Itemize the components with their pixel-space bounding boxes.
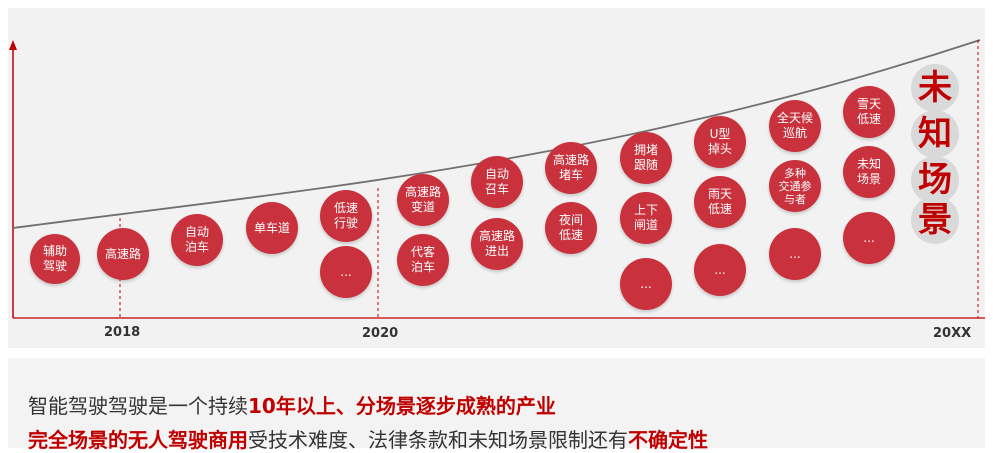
summary-panel xyxy=(8,358,985,448)
summary-line-1: 智能驾驶驾驶是一个持续10年以上、分场景逐步成熟的产业 xyxy=(28,390,556,419)
bubble-valet-parking: 代客 泊车 xyxy=(397,234,449,286)
y-axis-arrow xyxy=(9,40,17,50)
bubble-night-low-speed: 夜间 低速 xyxy=(545,202,597,254)
growth-curve xyxy=(12,39,981,229)
bubble-multi-traffic-participants: 多种 交通参 与者 xyxy=(769,160,821,212)
year-label-2020: 2020 xyxy=(362,326,399,341)
summary-line-1-highlight: 10年以上、分场景逐步成熟的产业 xyxy=(248,394,556,418)
year-label-2018: 2018 xyxy=(104,325,141,340)
bubble-u-turn: U型 掉头 xyxy=(694,116,746,168)
summary-line-2-text: 受技术难度、法律条款和未知场景限制还有 xyxy=(248,428,628,452)
bubble-highway-lane-change: 高速路 变道 xyxy=(397,174,449,226)
bubble-more-2020: ... xyxy=(320,246,372,298)
bubble-more-1: ... xyxy=(620,258,672,310)
bubble-ramp: 上下 闸道 xyxy=(620,192,672,244)
bubble-snow-low-speed: 雪天 低速 xyxy=(843,86,895,138)
bubble-assisted-driving: 辅助 驾驶 xyxy=(30,234,80,284)
unknown-scene-char-4: 景 xyxy=(911,196,959,244)
bubble-traffic-jam-follow: 拥堵 跟随 xyxy=(620,132,672,184)
bubble-highway: 高速路 xyxy=(97,228,149,280)
summary-line-2-highlight-b: 不确定性 xyxy=(628,428,708,452)
bubble-more-2: ... xyxy=(694,244,746,296)
bubble-auto-summon: 自动 召车 xyxy=(471,156,523,208)
summary-line-2-highlight-a: 完全场景的无人驾驶商用 xyxy=(28,428,248,452)
unknown-scene-char-1: 未 xyxy=(911,64,959,112)
bubble-highway-congestion: 高速路 堵车 xyxy=(545,142,597,194)
bubble-rain-low-speed: 雨天 低速 xyxy=(694,176,746,228)
year-label-20xx: 20XX xyxy=(933,326,972,341)
bubble-auto-parking: 自动 泊车 xyxy=(171,214,223,266)
bubble-low-speed: 低速 行驶 xyxy=(320,190,372,242)
summary-line-1-text: 智能驾驶驾驶是一个持续 xyxy=(28,394,248,418)
bubble-all-weather-cruise: 全天候 巡航 xyxy=(769,100,821,152)
bubble-highway-on-off: 高速路 进出 xyxy=(471,218,523,270)
bubble-unknown-scene: 未知 场景 xyxy=(843,146,895,198)
summary-line-2: 完全场景的无人驾驶商用受技术难度、法律条款和未知场景限制还有不确定性 xyxy=(28,424,708,453)
bubble-single-lane: 单车道 xyxy=(246,202,298,254)
unknown-scene-char-2: 知 xyxy=(911,110,959,158)
bubble-more-4: ... xyxy=(843,212,895,264)
bubble-more-3: ... xyxy=(769,228,821,280)
